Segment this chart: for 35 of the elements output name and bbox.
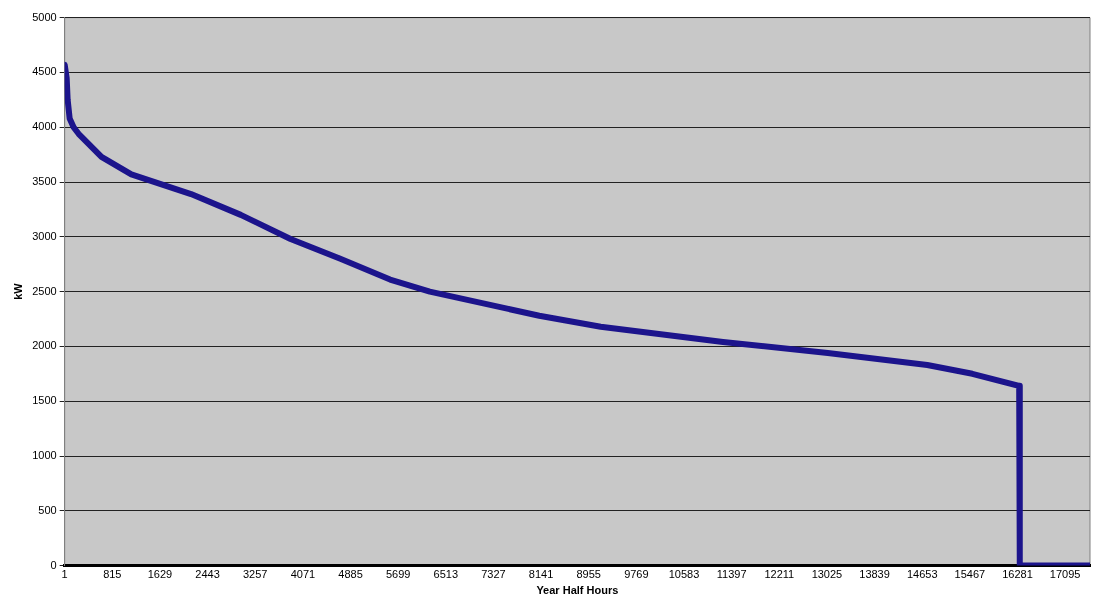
y-axis-title: kW (11, 282, 24, 300)
x-tick-label: 2443 (195, 568, 220, 581)
x-tick-label: 5699 (385, 568, 411, 581)
x-axis-title: Year Half Hours (536, 584, 619, 597)
x-tick-label: 12211 (764, 568, 795, 581)
x-tick-label: 16281 (1002, 568, 1033, 581)
x-tick-label: 14653 (906, 568, 938, 581)
x-tick-label: 1629 (147, 568, 173, 581)
y-tick-label: 5000 (32, 10, 57, 23)
y-tick-label: 1000 (32, 449, 57, 462)
x-tick-label: 4885 (338, 568, 363, 581)
x-tick-label: 7327 (481, 568, 506, 581)
y-tick-label: 2000 (32, 339, 57, 352)
y-tick-label: 3500 (32, 175, 57, 188)
y-tick-label: 3000 (32, 229, 57, 242)
y-tick-label: 0 (50, 558, 57, 571)
x-tick-label: 3257 (242, 568, 268, 581)
x-tick-label: 4071 (290, 568, 316, 581)
y-tick-label: 4000 (32, 120, 57, 133)
y-tick-label: 1500 (32, 394, 57, 407)
x-tick-label: 1 (61, 568, 68, 581)
x-tick-label: 6513 (433, 568, 459, 581)
x-tick-label: 8141 (528, 568, 554, 581)
x-tick-label: 815 (103, 568, 122, 581)
x-tick-label: 13025 (811, 568, 843, 581)
y-tick-label: 500 (38, 503, 57, 516)
x-tick-label: 17095 (1049, 568, 1081, 581)
y-tick-label: 2500 (32, 284, 57, 297)
x-tick-label: 8955 (576, 568, 601, 581)
y-tick-label: 4500 (32, 65, 57, 78)
x-tick-label: 11397 (716, 568, 747, 581)
x-tick-label: 10583 (668, 568, 700, 581)
x-tick-label: 13839 (859, 568, 890, 581)
x-tick-label: 15467 (954, 568, 986, 581)
x-tick-label: 9769 (624, 568, 649, 581)
